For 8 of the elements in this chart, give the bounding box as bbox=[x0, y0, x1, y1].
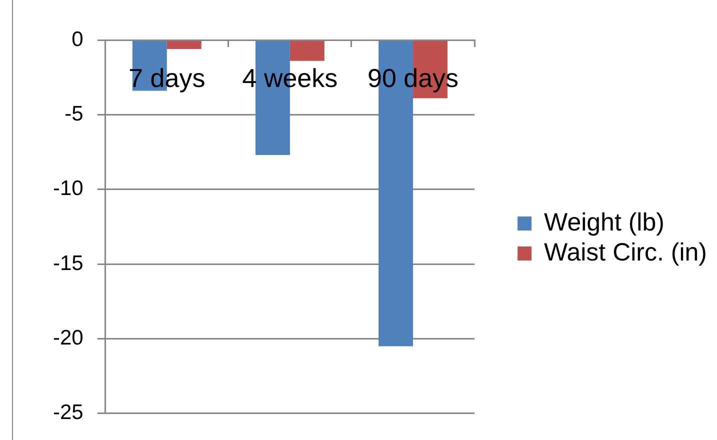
y-tick-label: -25 bbox=[52, 401, 84, 424]
legend-label: Waist Circ. (in) bbox=[544, 238, 707, 266]
y-tick-label: -10 bbox=[52, 177, 84, 200]
legend-label: Weight (lb) bbox=[544, 208, 664, 236]
y-tick-label: -15 bbox=[52, 252, 84, 275]
y-tick-label: -20 bbox=[52, 326, 84, 350]
y-tick-label: -5 bbox=[64, 102, 84, 126]
y-tick-label: 0 bbox=[72, 28, 84, 51]
